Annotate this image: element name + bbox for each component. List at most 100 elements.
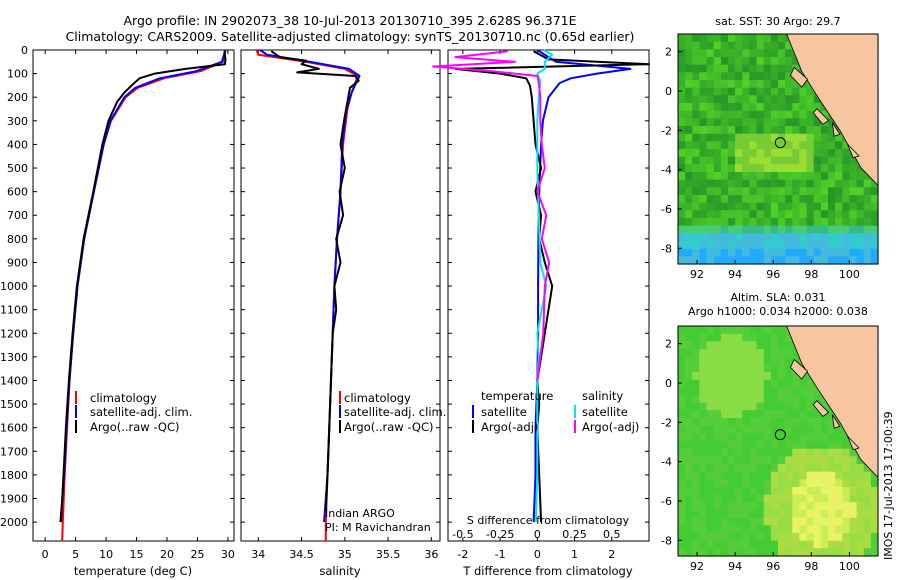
map-cell xyxy=(685,256,693,265)
map-cell xyxy=(785,349,793,358)
sla-map-title: Altim. SLA: 0.031 xyxy=(730,291,825,304)
y-tick-label: 1600 xyxy=(0,422,28,435)
map-cell xyxy=(749,494,758,503)
temperature-panel: 0100200300400500600700800900100011001200… xyxy=(0,44,235,578)
difference-panel: -2 -1 0 1 2 -0.5 -0.25 0 0.25 0.5 S difference f… xyxy=(432,49,650,578)
map-cell xyxy=(863,494,872,503)
map-cell xyxy=(863,233,872,242)
map-cell xyxy=(735,241,743,250)
map-cell xyxy=(735,341,743,350)
map-cell xyxy=(685,410,693,419)
map-cell xyxy=(706,448,715,457)
map-cell xyxy=(763,241,772,250)
map-cell xyxy=(685,218,693,227)
map-cell xyxy=(713,34,722,43)
map-cell xyxy=(813,418,822,427)
map-cell xyxy=(678,525,686,534)
map-y-tick-label: 2 xyxy=(665,338,672,351)
map-cell xyxy=(785,110,793,119)
map-cell xyxy=(685,80,693,89)
map-cell xyxy=(685,448,693,457)
map-cell xyxy=(849,471,858,480)
map-cell xyxy=(756,448,765,457)
map-cell xyxy=(763,80,772,89)
map-cell xyxy=(720,187,729,196)
map-cell xyxy=(728,202,736,211)
x-tick-label: 2 xyxy=(608,548,615,561)
map-cell xyxy=(735,326,743,335)
map-cell xyxy=(742,110,750,119)
map-cell xyxy=(699,126,708,135)
map-cell xyxy=(778,103,786,112)
map-cell xyxy=(778,395,786,404)
map-cell xyxy=(720,64,729,73)
map-cell xyxy=(785,425,793,434)
map-cell xyxy=(706,49,715,58)
map-cell xyxy=(828,433,836,442)
map-cell xyxy=(813,510,822,519)
map-cell xyxy=(685,540,693,549)
map-cell xyxy=(785,410,793,419)
map-cell xyxy=(756,133,765,142)
map-cell xyxy=(849,510,858,519)
map-cell xyxy=(770,103,779,112)
map-cell xyxy=(713,464,722,473)
map-cell xyxy=(799,410,808,419)
map-cell xyxy=(742,349,750,358)
map-cell xyxy=(863,256,872,265)
map-cell xyxy=(778,533,786,542)
map-cell xyxy=(728,502,736,511)
map-cell xyxy=(778,241,786,250)
map-cell xyxy=(706,487,715,496)
map-cell xyxy=(778,540,786,549)
map-cell xyxy=(792,225,800,234)
map-cell xyxy=(692,164,700,173)
map-cell xyxy=(799,441,808,450)
map-cell xyxy=(742,210,750,219)
map-x-tick-label: 98 xyxy=(804,268,818,281)
legend-climatology-label: climatology xyxy=(90,391,157,405)
map-cell xyxy=(792,164,800,173)
map-cell xyxy=(863,548,872,557)
map-cell xyxy=(770,179,779,188)
map-x-tick-label: 92 xyxy=(690,560,704,573)
map-cell xyxy=(728,395,736,404)
map-cell xyxy=(713,49,722,58)
map-cell xyxy=(706,172,715,181)
map-cell xyxy=(735,540,743,549)
map-cell xyxy=(699,540,708,549)
map-cell xyxy=(742,256,750,265)
map-cell xyxy=(742,540,750,549)
map-cell xyxy=(699,225,708,234)
map-cell xyxy=(749,34,758,43)
y-tick-label: 200 xyxy=(7,91,28,104)
map-cell xyxy=(799,471,808,480)
map-cell xyxy=(835,133,843,142)
map-cell xyxy=(713,502,722,511)
map-cell xyxy=(720,448,729,457)
map-cell xyxy=(720,502,729,511)
map-cell xyxy=(763,179,772,188)
map-cell xyxy=(720,540,729,549)
map-cell xyxy=(792,118,800,127)
map-cell xyxy=(720,402,729,411)
map-cell xyxy=(720,372,729,381)
map-cell xyxy=(756,80,765,89)
map-cell xyxy=(813,218,822,227)
map-cell xyxy=(770,126,779,135)
map-cell xyxy=(842,517,850,526)
map-cell xyxy=(835,464,843,473)
map-cell xyxy=(828,225,836,234)
map-cell xyxy=(820,464,829,473)
map-cell xyxy=(678,103,686,112)
map-cell xyxy=(806,141,815,150)
map-cell xyxy=(756,341,765,350)
map-cell xyxy=(706,364,715,373)
map-cell xyxy=(792,133,800,142)
map-cell xyxy=(756,202,765,211)
map-cell xyxy=(692,202,700,211)
map-cell xyxy=(785,141,793,150)
map-cell xyxy=(806,464,815,473)
map-cell xyxy=(870,210,879,219)
map-cell xyxy=(799,110,808,119)
